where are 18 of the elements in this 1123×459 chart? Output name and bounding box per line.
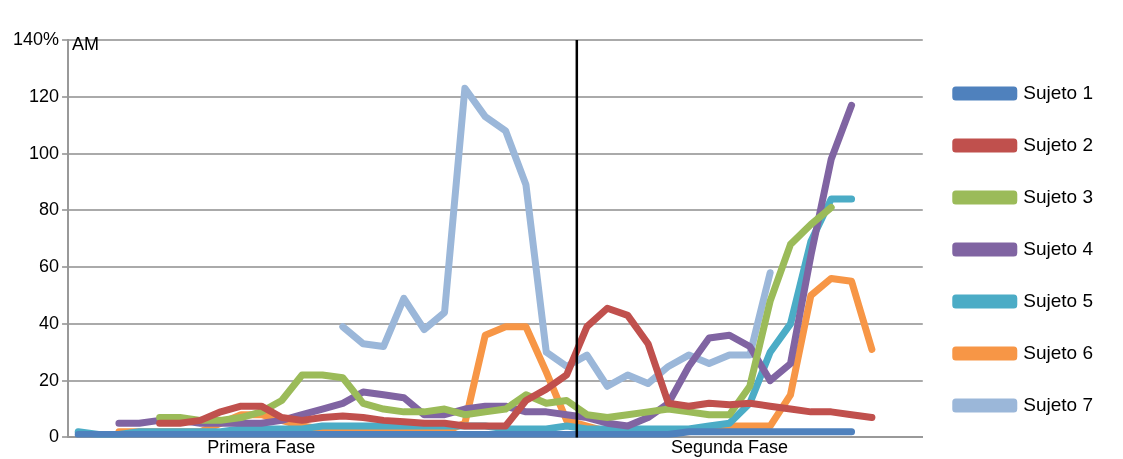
y-tick-label: 120 <box>28 85 60 106</box>
legend-label: Sujeto 5 <box>1023 289 1094 311</box>
legend-label: Sujeto 1 <box>1023 81 1094 103</box>
y-tick-label: 20 <box>39 369 60 390</box>
x-tick-label: Segunda Fase <box>670 437 788 458</box>
y-tick-label: 80 <box>39 199 60 220</box>
y-tick-label: 60 <box>39 256 60 277</box>
y-tick-label: 40 <box>39 312 60 333</box>
legend-label: Sujeto 4 <box>1023 237 1094 259</box>
y-axis-title: AM <box>72 33 100 54</box>
legend-label: Sujeto 3 <box>1023 185 1094 207</box>
x-tick-label: Primera Fase <box>207 437 316 458</box>
legend-label: Sujeto 2 <box>1023 133 1094 155</box>
y-tick-label: 0 <box>49 426 60 447</box>
legend-label: Sujeto 6 <box>1023 341 1094 363</box>
y-tick-label: 140% <box>12 28 60 49</box>
y-tick-label: 100 <box>28 142 60 163</box>
legend-label: Sujeto 7 <box>1023 393 1094 415</box>
